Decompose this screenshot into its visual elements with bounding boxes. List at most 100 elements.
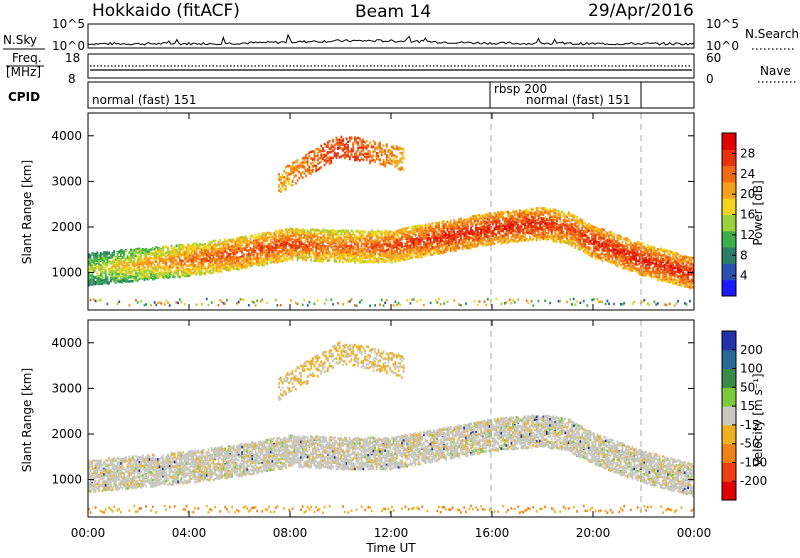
power-cell — [369, 141, 371, 144]
power-cell — [255, 251, 257, 254]
power-cell — [334, 242, 336, 245]
power-cell — [209, 269, 211, 272]
power-cell — [319, 162, 321, 165]
power-cell — [290, 249, 292, 252]
power-cell — [211, 266, 213, 269]
power-cell — [118, 266, 120, 269]
power-cell — [336, 143, 338, 146]
power-cell — [155, 267, 157, 270]
power-cell — [171, 259, 173, 262]
power-cell — [122, 252, 124, 255]
power-cell — [100, 273, 102, 276]
power-cell — [241, 260, 243, 263]
cpid-label: CPID — [8, 90, 40, 104]
power-cell — [255, 241, 257, 244]
power-cell — [192, 250, 194, 253]
power-cell — [209, 272, 211, 275]
power-cell — [295, 247, 297, 250]
power-cell — [150, 304, 152, 307]
power-cell — [229, 257, 231, 260]
power-cell — [290, 235, 292, 238]
power-cell — [260, 244, 262, 247]
power-cell — [399, 238, 401, 241]
power-cell — [258, 239, 260, 242]
power-cell — [319, 252, 321, 255]
power-cell — [376, 155, 378, 158]
power-cell — [169, 256, 171, 259]
power-cell — [204, 251, 206, 254]
power-cell — [245, 235, 247, 238]
power-cell — [381, 255, 383, 258]
power-cell — [152, 278, 154, 281]
power-cell — [282, 235, 284, 238]
power-cell — [384, 230, 386, 233]
power-cell — [133, 269, 135, 272]
power-cell — [371, 253, 373, 256]
power-cell — [324, 238, 326, 241]
power-cell — [374, 304, 376, 307]
power-cell — [176, 266, 178, 269]
power-cell — [332, 157, 334, 160]
power-cell — [319, 255, 321, 258]
power-cell — [339, 255, 341, 258]
power-cell — [128, 257, 130, 260]
power-cell — [398, 260, 400, 263]
power-cell — [408, 238, 410, 241]
power-cell — [238, 250, 240, 253]
power-cell — [283, 238, 285, 241]
power-cell — [273, 239, 275, 242]
power-cell — [393, 256, 395, 259]
power-cell — [234, 262, 236, 265]
power-cell — [266, 248, 268, 251]
power-cell — [209, 261, 211, 264]
power-cell — [362, 144, 364, 147]
power-cell — [144, 249, 146, 252]
power-cell — [389, 159, 391, 162]
power-cell — [391, 237, 393, 240]
power-cell — [356, 305, 358, 308]
power-cell — [346, 254, 348, 257]
power-cell — [312, 150, 314, 153]
power-cell — [342, 234, 344, 237]
power-cell — [218, 269, 220, 272]
beam-title: Beam 14 — [355, 2, 431, 22]
power-cell — [344, 238, 346, 241]
power-cell — [238, 301, 240, 304]
power-cell — [336, 243, 338, 246]
power-cell — [160, 302, 162, 305]
power-cell — [95, 270, 97, 273]
power-cell — [327, 160, 329, 163]
cpid-segment-3: normal (fast) 151 — [526, 93, 630, 107]
power-cell — [305, 256, 307, 259]
power-cell — [329, 230, 331, 233]
power-cell — [413, 242, 415, 245]
power-cell — [290, 184, 292, 187]
power-cell — [295, 302, 297, 305]
power-cell — [403, 247, 405, 250]
power-cell — [245, 238, 247, 241]
power-cell — [310, 244, 312, 247]
power-cell — [258, 264, 260, 267]
power-cell — [253, 258, 255, 261]
power-cell — [381, 237, 383, 240]
power-cell — [317, 234, 319, 237]
power-cell — [327, 151, 329, 154]
power-cell — [359, 235, 361, 238]
power-cell — [218, 271, 220, 274]
power-cell — [329, 252, 331, 255]
power-cell — [371, 160, 373, 163]
power-cell — [133, 249, 135, 252]
power-cell — [349, 300, 351, 303]
power-cell — [302, 251, 304, 254]
power-cell — [113, 278, 115, 281]
power-cell — [189, 259, 191, 262]
power-cell — [206, 245, 208, 248]
power-cell — [287, 259, 289, 262]
power-cell — [216, 244, 218, 247]
power-cell — [312, 243, 314, 246]
power-cell — [369, 159, 371, 162]
power-cell — [406, 242, 408, 245]
power-cell — [194, 265, 196, 268]
power-cell — [295, 167, 297, 170]
power-cell — [179, 247, 181, 250]
